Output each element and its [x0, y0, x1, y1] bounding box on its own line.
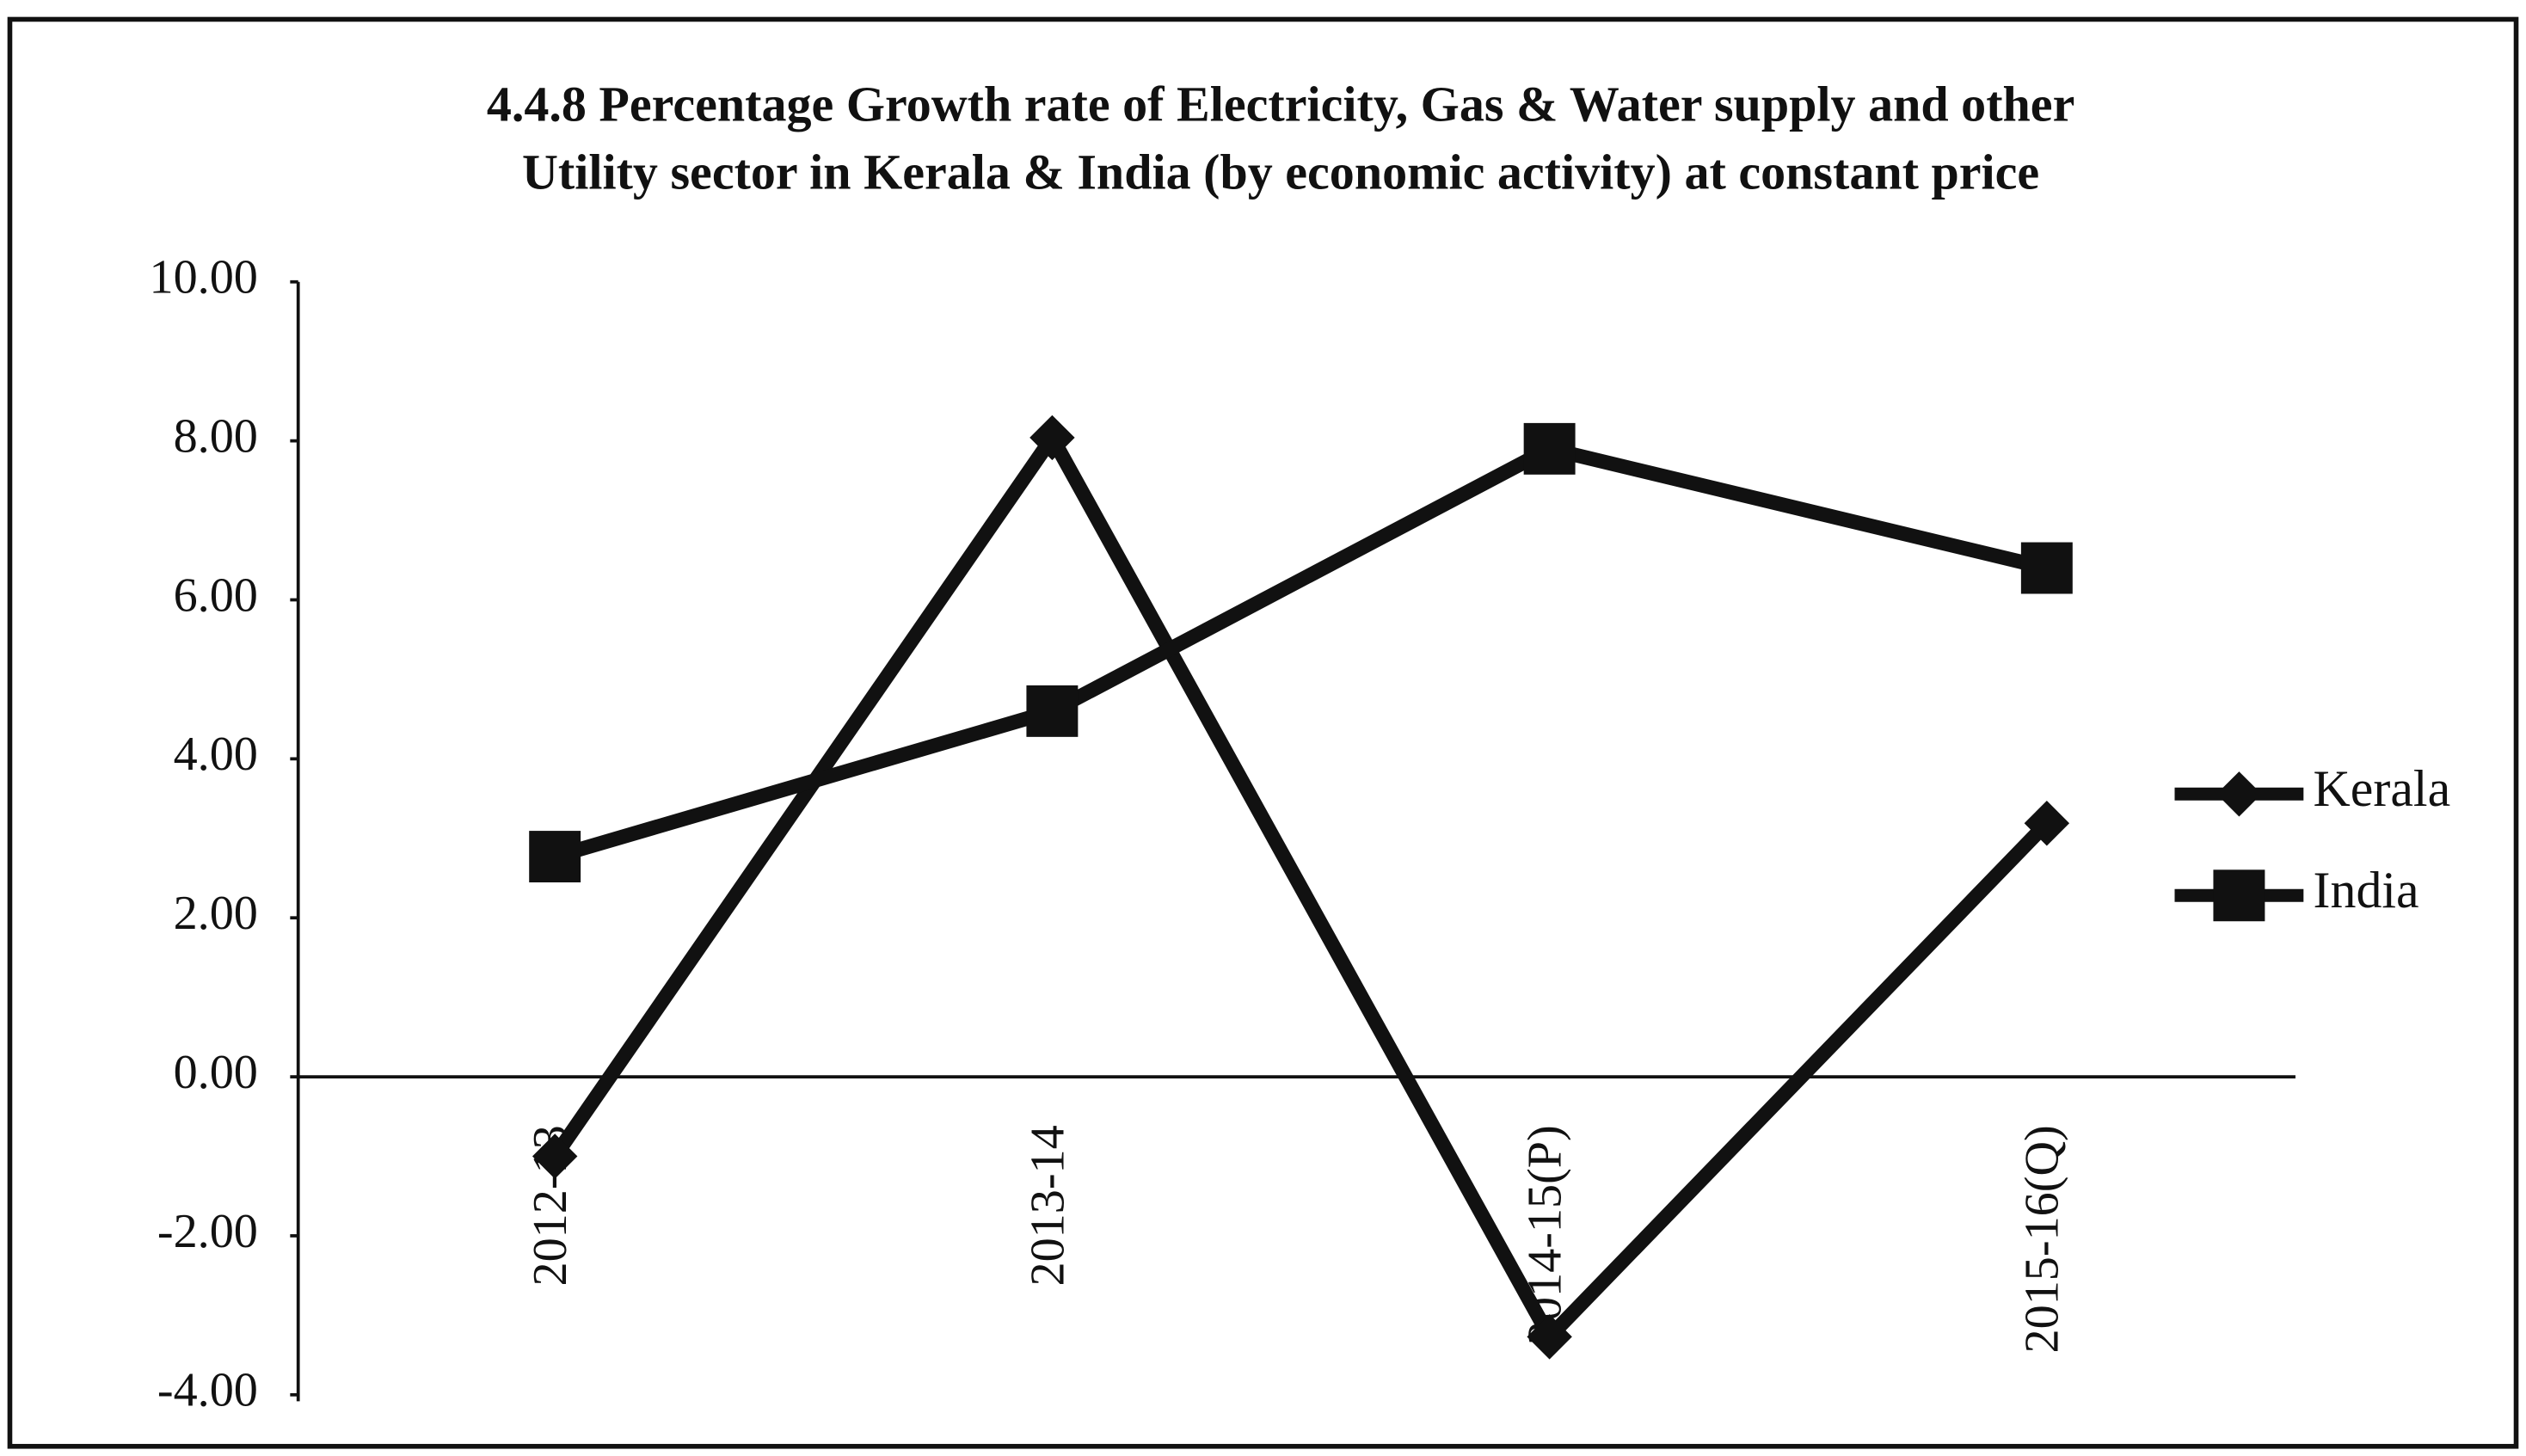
- marker: [2020, 542, 2073, 594]
- chart-frame: [7, 16, 2519, 1449]
- y-tick-label: -2.00: [157, 1205, 258, 1258]
- y-tick-label: 4.00: [174, 728, 258, 781]
- y-tick-label: 6.00: [174, 568, 258, 622]
- legend-label: India: [2314, 862, 2419, 918]
- marker: [1523, 422, 1576, 475]
- y-tick-label: 2.00: [174, 887, 258, 940]
- marker: [1527, 1314, 1572, 1360]
- x-tick-label: 2013-14: [1021, 1125, 1074, 1286]
- y-tick-label: 8.00: [174, 409, 258, 463]
- y-tick-label: -4.00: [157, 1364, 258, 1417]
- series-line: [552, 440, 2049, 864]
- legend-label: Kerala: [2314, 760, 2451, 817]
- marker: [1026, 685, 1079, 737]
- y-tick-label: 10.00: [149, 251, 257, 304]
- marker: [2213, 869, 2265, 922]
- marker: [529, 831, 581, 883]
- marker: [532, 1133, 578, 1179]
- y-tick-label: 0.00: [174, 1046, 258, 1099]
- chart-title: 4.4.8 Percentage Growth rate of Electric…: [487, 77, 2075, 132]
- marker: [1029, 415, 1075, 461]
- series-line: [549, 423, 2052, 1349]
- x-tick-label: 2015-16(Q): [2016, 1125, 2069, 1353]
- chart-title: Utility sector in Kerala & India (by eco…: [522, 144, 2039, 200]
